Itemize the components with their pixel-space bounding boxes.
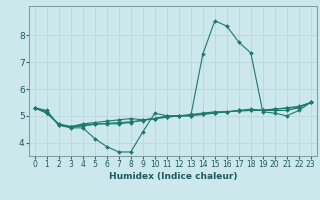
X-axis label: Humidex (Indice chaleur): Humidex (Indice chaleur) xyxy=(108,172,237,181)
